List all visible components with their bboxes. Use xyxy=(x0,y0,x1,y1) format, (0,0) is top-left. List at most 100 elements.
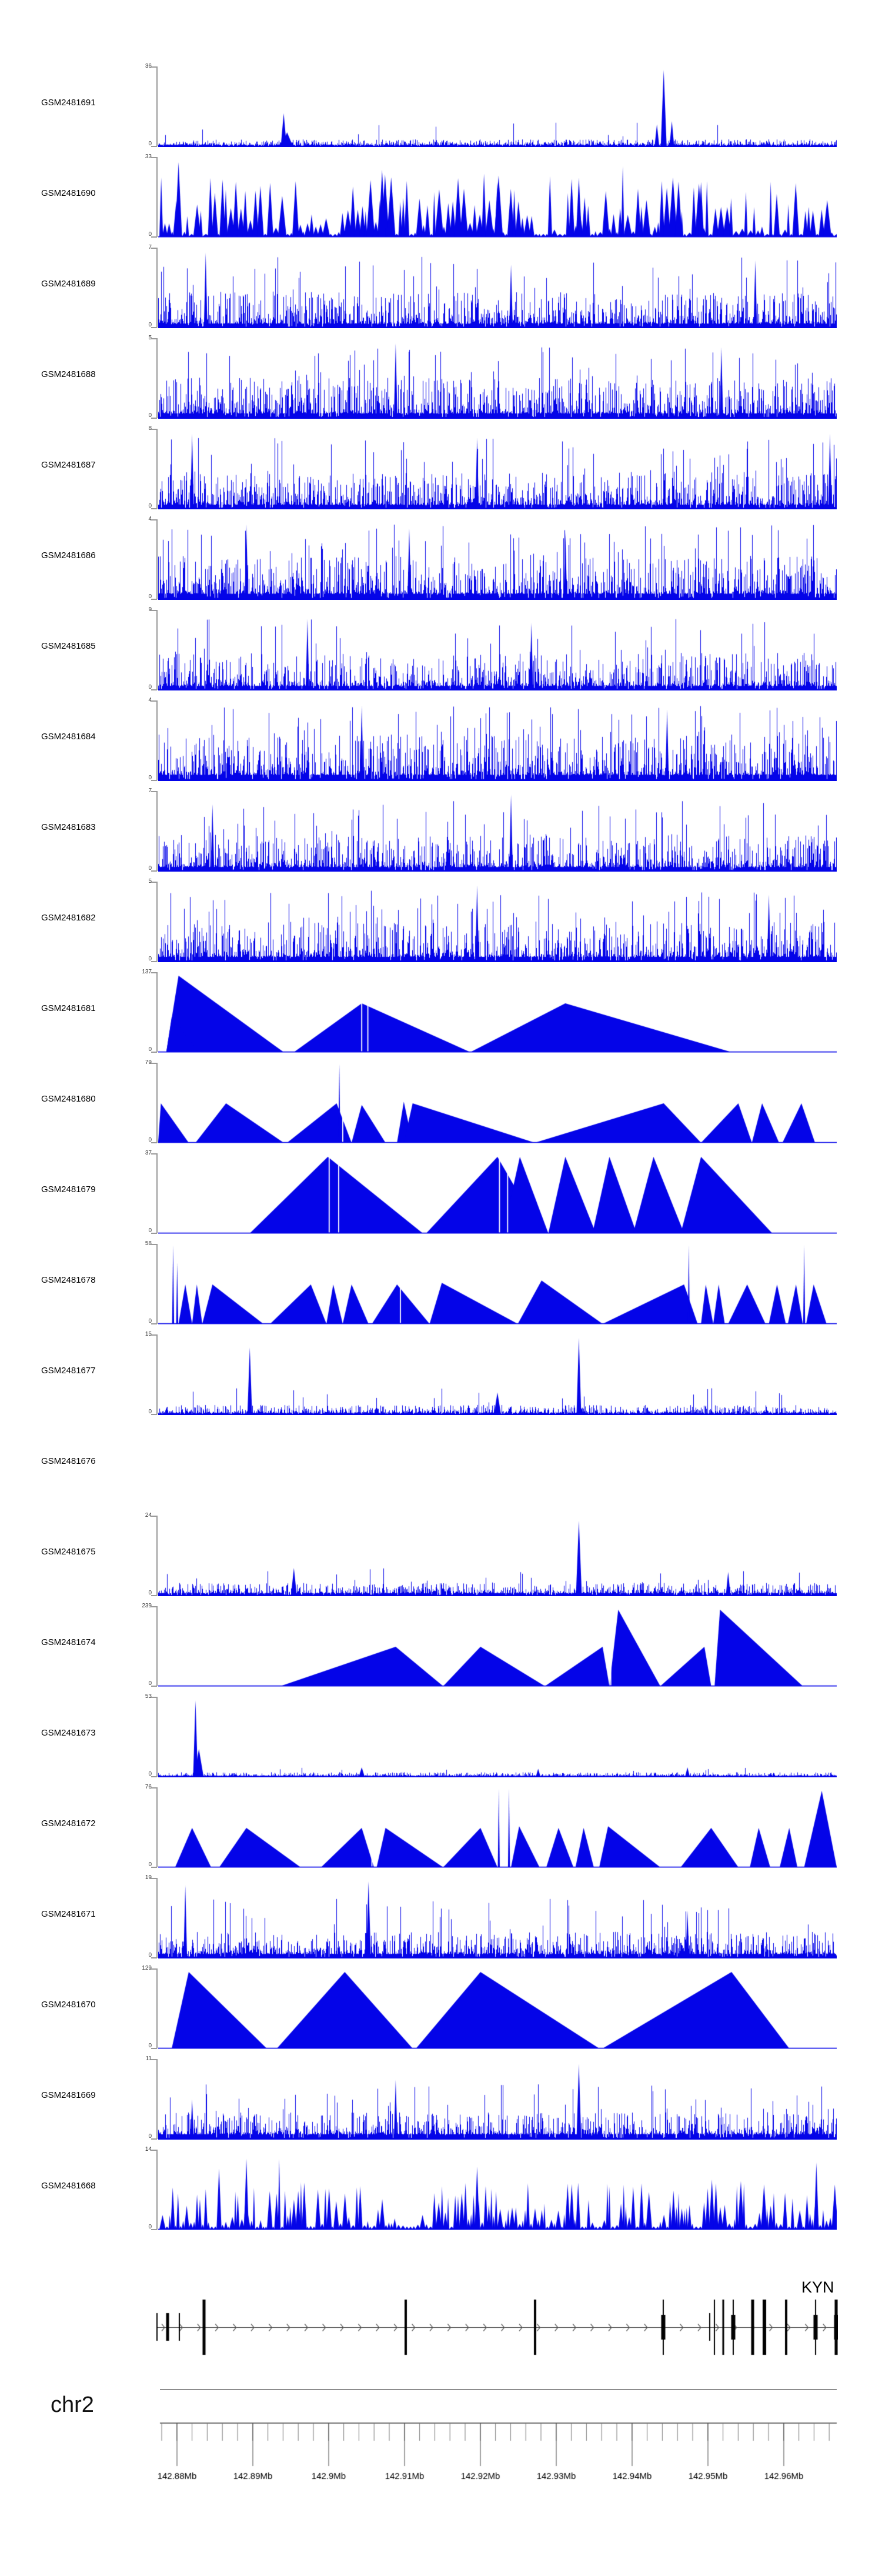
track-yaxis-tick-top xyxy=(151,66,157,68)
track-yaxis-tick-top xyxy=(151,1334,157,1336)
track-ymax: 5 xyxy=(148,878,152,885)
track-yaxis-tick-bottom xyxy=(151,1414,157,1415)
track-yaxis-tick-top xyxy=(151,791,157,792)
track-yaxis-tick-bottom xyxy=(151,1142,157,1143)
track-plot-GSM2481687 xyxy=(158,429,837,509)
track-yaxis-tick-top xyxy=(151,1878,157,1879)
track-plot-GSM2481669 xyxy=(158,2059,837,2140)
track-plot-GSM2481690 xyxy=(158,157,837,238)
track-yaxis-tick-bottom xyxy=(151,2048,157,2049)
track-plot-GSM2481683 xyxy=(158,791,837,872)
track-label-GSM2481675: GSM2481675 xyxy=(41,1547,96,1557)
track-ymax: 11 xyxy=(145,2056,152,2062)
track-ymin: 0 xyxy=(148,1861,152,1868)
track-ymin: 0 xyxy=(148,1952,152,1958)
track-ymin: 0 xyxy=(148,2043,152,2049)
track-yaxis-tick-bottom xyxy=(151,780,157,781)
track-ymin: 0 xyxy=(148,1771,152,1777)
track-yaxis-tick-bottom xyxy=(151,327,157,328)
track-yaxis-tick-bottom xyxy=(151,1233,157,1234)
track-label-GSM2481677: GSM2481677 xyxy=(41,1366,96,1376)
track-label-GSM2481688: GSM2481688 xyxy=(41,369,96,379)
track-label-GSM2481680: GSM2481680 xyxy=(41,1094,96,1104)
track-yaxis-tick-bottom xyxy=(151,961,157,962)
track-ymin: 0 xyxy=(148,684,152,690)
track-yaxis-tick-bottom xyxy=(151,1323,157,1324)
track-yaxis-line xyxy=(156,1244,158,1324)
track-yaxis-line xyxy=(156,2059,158,2139)
track-yaxis-tick-bottom xyxy=(151,1595,157,1596)
track-yaxis-tick-top xyxy=(151,1516,157,1517)
track-ymin: 0 xyxy=(148,322,152,328)
track-ymin: 0 xyxy=(148,2133,152,2140)
track-ymin: 0 xyxy=(148,593,152,600)
track-label-GSM2481690: GSM2481690 xyxy=(41,188,96,198)
track-ymax: 33 xyxy=(145,154,152,160)
track-ymin: 0 xyxy=(148,2224,152,2230)
track-ymax: 14 xyxy=(145,2146,152,2153)
track-yaxis-tick-top xyxy=(151,882,157,883)
track-ymax: 137 xyxy=(142,969,152,975)
track-label-GSM2481678: GSM2481678 xyxy=(41,1275,96,1285)
track-ymax: 19 xyxy=(145,1874,152,1881)
track-yaxis-tick-bottom xyxy=(151,418,157,419)
track-ymax: 53 xyxy=(145,1693,152,1700)
track-label-GSM2481669: GSM2481669 xyxy=(41,2090,96,2100)
track-yaxis-line xyxy=(156,610,158,690)
gene-name-label: KYN xyxy=(801,2278,834,2296)
track-label-GSM2481686: GSM2481686 xyxy=(41,550,96,560)
track-yaxis-tick-top xyxy=(151,429,157,430)
track-yaxis-line xyxy=(156,1153,158,1233)
genome-axis-ruler xyxy=(156,2420,838,2491)
track-yaxis-tick-bottom xyxy=(151,1686,157,1687)
track-ymin: 0 xyxy=(148,503,152,509)
track-plot-GSM2481681 xyxy=(158,972,837,1053)
track-ymax: 15 xyxy=(145,1331,152,1337)
track-yaxis-line xyxy=(156,1516,158,1596)
track-yaxis-tick-bottom xyxy=(151,2138,157,2140)
track-yaxis-line xyxy=(156,519,158,599)
track-ymax: 58 xyxy=(145,1240,152,1247)
track-yaxis-line xyxy=(156,791,158,871)
track-plot-GSM2481677 xyxy=(158,1334,837,1415)
track-label-GSM2481679: GSM2481679 xyxy=(41,1184,96,1194)
track-plot-GSM2481684 xyxy=(158,700,837,781)
track-plot-GSM2481688 xyxy=(158,338,837,419)
track-ymax: 79 xyxy=(145,1059,152,1066)
track-yaxis-tick-bottom xyxy=(151,870,157,872)
track-ymax: 5 xyxy=(148,335,152,341)
track-ymax: 36 xyxy=(145,63,152,69)
track-yaxis-tick-bottom xyxy=(151,1867,157,1868)
track-ymin: 0 xyxy=(148,231,152,238)
track-yaxis-tick-bottom xyxy=(151,1776,157,1777)
gene-model xyxy=(156,2288,838,2361)
track-ymax: 239 xyxy=(142,1603,152,1609)
track-ymin: 0 xyxy=(148,1680,152,1687)
track-ymin: 0 xyxy=(148,1137,152,1143)
track-ymax: 4 xyxy=(148,697,152,703)
track-label-GSM2481691: GSM2481691 xyxy=(41,98,96,108)
track-yaxis-tick-top xyxy=(151,1606,157,1607)
track-yaxis-line xyxy=(156,1334,158,1414)
track-plot-GSM2481689 xyxy=(158,248,837,328)
track-yaxis-tick-top xyxy=(151,1063,157,1064)
track-ymin: 0 xyxy=(148,865,152,872)
track-yaxis-tick-bottom xyxy=(151,2229,157,2230)
track-ymin: 0 xyxy=(148,1227,152,1234)
track-label-GSM2481685: GSM2481685 xyxy=(41,641,96,651)
track-ymin: 0 xyxy=(148,1318,152,1324)
track-label-GSM2481689: GSM2481689 xyxy=(41,279,96,289)
track-ymax: 24 xyxy=(145,1512,152,1519)
track-plot-GSM2481668 xyxy=(158,2150,837,2230)
track-plot-GSM2481678 xyxy=(158,1244,837,1324)
track-plot-GSM2481675 xyxy=(158,1516,837,1596)
track-ymin: 0 xyxy=(148,956,152,962)
track-yaxis-tick-top xyxy=(151,519,157,520)
track-label-GSM2481670: GSM2481670 xyxy=(41,2000,96,2010)
track-label-GSM2481683: GSM2481683 xyxy=(41,822,96,832)
track-ymin: 0 xyxy=(148,412,152,419)
track-yaxis-line xyxy=(156,972,158,1052)
track-ymax: 76 xyxy=(145,1784,152,1790)
track-yaxis-tick-top xyxy=(151,1697,157,1698)
